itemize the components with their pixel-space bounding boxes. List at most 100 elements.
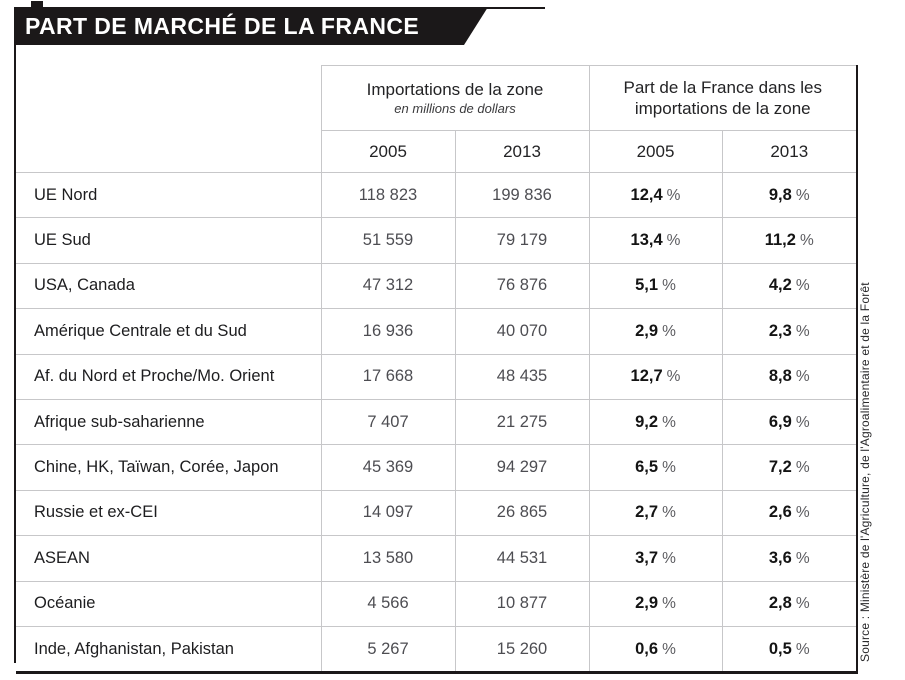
share-2013-value: 0,5%: [721, 625, 856, 672]
percent-sign: %: [662, 322, 676, 340]
share-2005-number: 6,5: [635, 458, 659, 477]
percent-sign: %: [662, 549, 676, 567]
source-credit: Source : Ministère de l'Agriculture, de …: [858, 282, 872, 662]
imports-2005-value: 13 580: [320, 535, 456, 582]
group-header-row: Importations de la zone en millions de d…: [16, 65, 856, 131]
imports-2005-value: 47 312: [320, 262, 456, 310]
imports-2013-value: 10 877: [454, 580, 590, 627]
percent-sign: %: [666, 368, 681, 386]
imports-2013-value: 76 876: [454, 262, 590, 310]
percent-sign: %: [662, 595, 676, 613]
market-share-table: Importations de la zone en millions de d…: [16, 65, 856, 672]
group-header-imports-sublabel: en millions de dollars: [394, 101, 516, 116]
share-2013-value: 2,6%: [721, 489, 856, 537]
table-row: UE Sud 51 559 79 179 13,4% 11,2%: [16, 217, 856, 264]
share-2005-value: 12,7%: [588, 353, 723, 400]
percent-sign: %: [795, 186, 810, 204]
share-2005-value: 13,4%: [588, 217, 723, 264]
percent-sign: %: [795, 368, 810, 386]
share-2005-number: 5,1: [635, 276, 659, 295]
group-header-imports-label: Importations de la zone: [366, 80, 544, 99]
percent-sign: %: [795, 549, 810, 567]
percent-sign: %: [795, 595, 810, 613]
share-2005-number: 2,9: [635, 594, 659, 613]
zone-label: Afrique sub-saharienne: [16, 398, 322, 446]
year-header-share-2013: 2013: [721, 130, 856, 173]
share-2005-number: 3,7: [635, 548, 659, 567]
imports-2013-value: 94 297: [454, 444, 590, 491]
imports-2005-value: 5 267: [320, 625, 456, 672]
corner-cell-2: [16, 130, 321, 173]
table-row: Af. du Nord et Proche/Mo. Orient 17 668 …: [16, 353, 856, 400]
share-2005-number: 0,6: [635, 639, 659, 658]
share-2005-value: 2,9%: [588, 308, 723, 355]
share-2005-value: 6,5%: [588, 444, 723, 491]
imports-2013-value: 15 260: [454, 625, 590, 672]
share-2013-value: 4,2%: [721, 262, 856, 310]
percent-sign: %: [795, 413, 810, 431]
percent-sign: %: [799, 232, 814, 250]
share-2005-value: 0,6%: [588, 625, 723, 672]
share-2013-value: 7,2%: [721, 444, 856, 491]
imports-2005-value: 7 407: [320, 398, 456, 446]
table-row: ASEAN 13 580 44 531 3,7% 3,6%: [16, 535, 856, 582]
share-2013-number: 2,3: [768, 321, 792, 340]
percent-sign: %: [795, 322, 810, 340]
percent-sign: %: [795, 640, 810, 658]
table-row: UE Nord 118 823 199 836 12,4% 9,8%: [16, 171, 856, 219]
zone-label: UE Nord: [16, 171, 322, 219]
zone-label: UE Sud: [16, 217, 322, 264]
share-2013-value: 9,8%: [721, 171, 856, 219]
table-body: UE Nord 118 823 199 836 12,4% 9,8% UE Su…: [16, 171, 856, 672]
share-2013-value: 11,2%: [721, 217, 856, 264]
zone-label: Amérique Centrale et du Sud: [16, 308, 322, 355]
percent-sign: %: [795, 277, 810, 295]
market-share-table-wrap: Importations de la zone en millions de d…: [16, 65, 858, 675]
share-2013-value: 6,9%: [721, 398, 856, 446]
imports-2005-value: 17 668: [320, 353, 456, 400]
group-header-imports: Importations de la zone en millions de d…: [320, 65, 590, 131]
percent-sign: %: [795, 459, 810, 477]
share-2013-value: 2,8%: [721, 580, 856, 627]
table-header: Importations de la zone en millions de d…: [16, 65, 856, 173]
percent-sign: %: [666, 186, 681, 204]
table-row: Russie et ex-CEI 14 097 26 865 2,7% 2,6%: [16, 489, 856, 537]
zone-label: Af. du Nord et Proche/Mo. Orient: [16, 353, 322, 400]
year-header-row: 2005 2013 2005 2013: [16, 130, 856, 173]
year-header-imports-2013: 2013: [454, 130, 590, 173]
table-row: Amérique Centrale et du Sud 16 936 40 07…: [16, 308, 856, 355]
percent-sign: %: [662, 504, 676, 522]
share-2013-value: 8,8%: [721, 353, 856, 400]
year-header-imports-2005: 2005: [320, 130, 456, 173]
share-2013-number: 0,5: [768, 639, 792, 658]
share-2013-number: 7,2: [768, 458, 792, 477]
share-2005-number: 2,9: [635, 321, 659, 340]
share-2013-number: 9,8: [768, 185, 792, 204]
zone-label: Chine, HK, Taïwan, Corée, Japon: [16, 444, 322, 491]
imports-2005-value: 14 097: [320, 489, 456, 537]
share-2005-value: 9,2%: [588, 398, 723, 446]
zone-label: Océanie: [16, 580, 322, 627]
year-header-share-2005: 2005: [588, 130, 723, 173]
title-banner: PART DE MARCHÉ DE LA FRANCE: [14, 7, 488, 45]
table-row: USA, Canada 47 312 76 876 5,1% 4,2%: [16, 262, 856, 310]
share-2005-number: 2,7: [635, 503, 659, 522]
share-2013-number: 11,2: [764, 231, 796, 250]
percent-sign: %: [662, 459, 676, 477]
table-left-border: [14, 44, 16, 663]
share-2005-number: 12,7: [630, 367, 663, 386]
zone-label: USA, Canada: [16, 262, 322, 310]
share-2013-number: 2,6: [768, 503, 792, 522]
table-row: Océanie 4 566 10 877 2,9% 2,8%: [16, 580, 856, 627]
banner-notch: [31, 1, 43, 11]
imports-2013-value: 26 865: [454, 489, 590, 537]
percent-sign: %: [662, 413, 676, 431]
share-2005-value: 2,7%: [588, 489, 723, 537]
table-row: Chine, HK, Taïwan, Corée, Japon 45 369 9…: [16, 444, 856, 491]
percent-sign: %: [666, 232, 681, 250]
imports-2005-value: 16 936: [320, 308, 456, 355]
percent-sign: %: [662, 277, 676, 295]
share-2013-number: 6,9: [768, 412, 792, 431]
share-2005-value: 3,7%: [588, 535, 723, 582]
